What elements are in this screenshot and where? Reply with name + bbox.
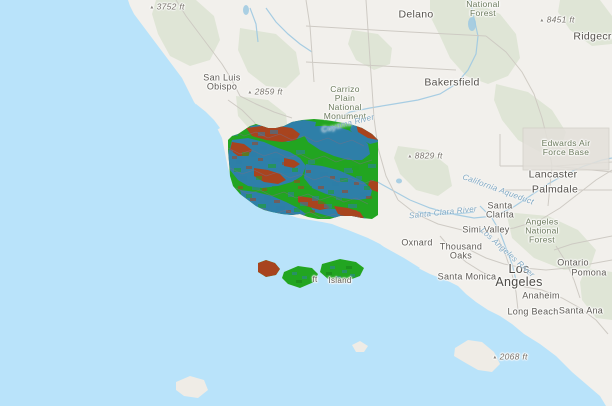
map-label-city: Santa Monica [437, 271, 497, 282]
map-label-city: Simi Valley [462, 224, 510, 235]
map-label-city: Long Beach [507, 306, 559, 317]
map-label-city: Bakersfield [424, 76, 480, 89]
map-label-elevation: 8829 ft [407, 151, 443, 161]
map-label-protected-area: Edwards Air Force Base [541, 138, 591, 157]
map-label-waterway: Los Angeles River [478, 225, 537, 280]
map-label-city: Santa Ana [558, 305, 604, 316]
lakes [243, 5, 476, 184]
map-label-protected-area: Angeles National Forest [525, 216, 559, 245]
coast-notch [190, 104, 220, 132]
map-label-waterway: Santa Clara River [408, 204, 478, 221]
map-label-city: Palmdale [531, 183, 579, 196]
map-label-elevation: 3752 ft [149, 2, 185, 12]
map-label-city: Pomona [571, 267, 607, 278]
map-label-city: Los Angeles [495, 261, 543, 289]
map-label-waterway: California Aqueduct [461, 172, 536, 207]
terrain-shading [152, 0, 612, 320]
map-label-city: Oxnard [401, 237, 433, 248]
map-label-city: Delano [398, 8, 434, 21]
map-label-waterway: Cuyama River [320, 112, 376, 135]
map-label-city: Lancaster [528, 168, 578, 181]
map-label-city: Ontario [557, 257, 589, 268]
map-label-elevation: 8451 ft [539, 15, 575, 25]
map-label-elevation: 2859 ft [247, 87, 283, 97]
map-label-protected-area: National Forest [466, 0, 500, 18]
map-label-city: Anaheim [522, 290, 560, 301]
edwards-afb-boundary [522, 127, 610, 171]
map-label-city: San Luis Obispo [203, 72, 241, 92]
coast-santa-barbara [228, 186, 420, 272]
offshore-islands [176, 340, 500, 398]
map-label-city: Ridgecrest [573, 30, 612, 43]
map-label-city: Santa Clarita [485, 200, 515, 220]
overlay-study-area [228, 119, 378, 219]
map-label-protected-area: Carrizo Plain National Monument [323, 84, 367, 121]
map-label-island: ft [312, 274, 318, 284]
map-label-city: Thousand Oaks [439, 241, 483, 261]
map-label-elevation: 2068 ft [492, 352, 528, 362]
map-label-island: Island [328, 275, 352, 285]
